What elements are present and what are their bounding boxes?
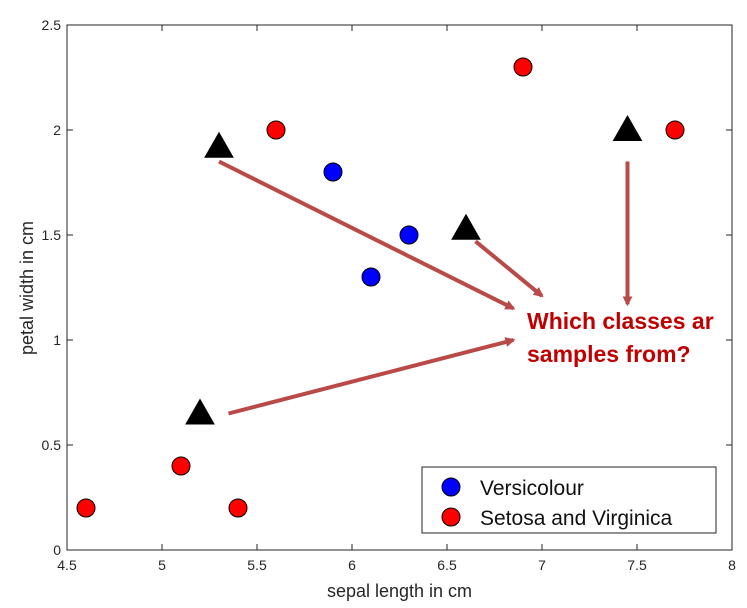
annotation-arrow	[218, 159, 516, 311]
y-tick-label: 2	[53, 122, 61, 138]
y-tick-label: 0	[53, 542, 61, 558]
legend-marker-versicolour	[441, 477, 461, 497]
annotation-arrow	[228, 337, 516, 416]
y-tick-label: 2.5	[42, 17, 62, 33]
y-tick-label: 1.5	[42, 227, 62, 243]
annotation-line-1: Which classes ar	[527, 308, 714, 334]
annotation-line-2: samples from?	[527, 341, 691, 367]
data-point-unknown-sample	[451, 213, 481, 240]
annotation-arrow	[474, 239, 544, 298]
data-point-setosa-virginica	[513, 57, 533, 77]
data-point-setosa-virginica	[665, 120, 685, 140]
x-tick-label: 4.5	[57, 557, 77, 573]
x-tick-label: 6	[348, 557, 356, 573]
x-tick-label: 5	[158, 557, 166, 573]
x-tick-label: 6.5	[437, 557, 457, 573]
annotation: Which classes ar samples from?	[527, 308, 714, 367]
plot-frame	[66, 24, 733, 551]
data-point-setosa-virginica	[266, 120, 286, 140]
x-tick-label: 5.5	[247, 557, 267, 573]
data-point-unknown-sample	[185, 398, 215, 425]
legend-marker-setosa-virginica	[441, 507, 461, 527]
data-point-setosa-virginica	[171, 456, 191, 476]
x-axis-label: sepal length in cm	[327, 581, 472, 601]
data-point-unknown-sample	[612, 114, 643, 141]
data-point-versicolour	[361, 267, 381, 287]
legend-label-versicolour: Versicolour	[480, 477, 584, 500]
x-tick-label: 7	[538, 557, 546, 573]
x-tick-label: 7.5	[627, 557, 647, 573]
y-axis-label: petal width in cm	[17, 221, 37, 355]
data-point-setosa-virginica	[228, 498, 248, 518]
y-tick-label: 0.5	[42, 437, 62, 453]
x-tick-label: 8	[728, 557, 736, 573]
legend-label-setosa-virginica: Setosa and Virginica	[480, 507, 673, 530]
legend-box	[421, 466, 717, 534]
legend: Versicolour Setosa and Virginica	[421, 466, 717, 534]
data-point-setosa-virginica	[76, 498, 96, 518]
y-tick-label: 1	[53, 332, 61, 348]
data-point-unknown-sample	[204, 131, 234, 158]
data-point-versicolour	[323, 162, 343, 182]
data-point-versicolour	[399, 225, 419, 245]
